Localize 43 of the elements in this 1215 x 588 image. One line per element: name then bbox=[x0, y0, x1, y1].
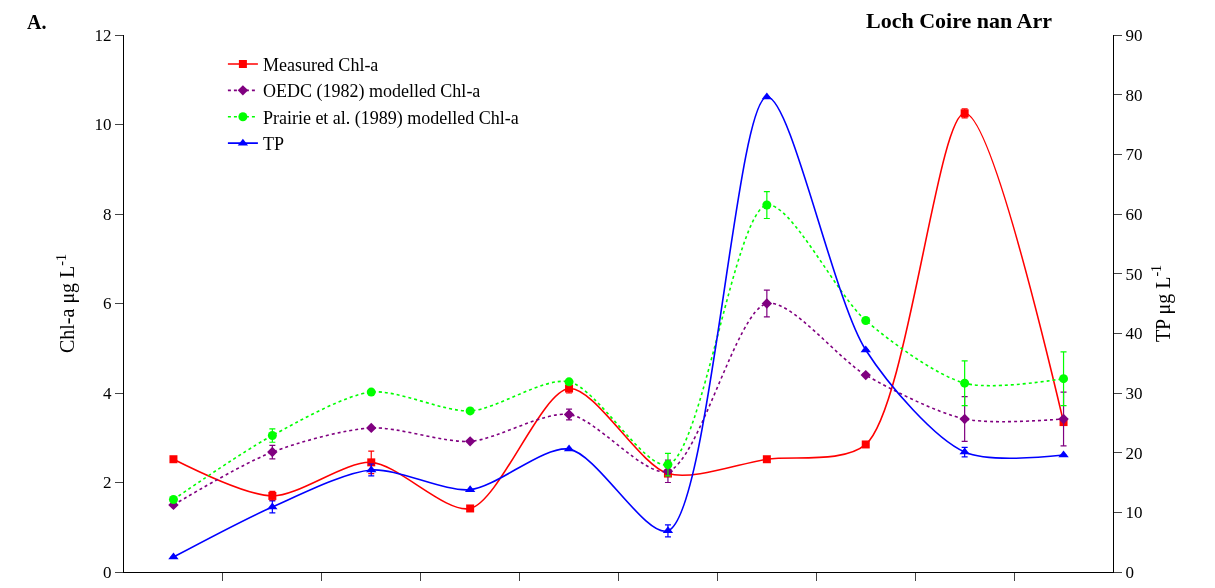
point bbox=[169, 455, 178, 464]
point bbox=[1058, 413, 1069, 425]
point bbox=[761, 298, 773, 309]
y2-tick-label: 60 bbox=[1125, 204, 1143, 224]
point bbox=[861, 316, 871, 326]
legend-label: OEDC (1982) modelled Chl-a bbox=[262, 81, 481, 103]
y-tick-label: 0 bbox=[103, 562, 112, 582]
y2-tick-label: 40 bbox=[1125, 324, 1143, 344]
point bbox=[464, 436, 476, 447]
point bbox=[267, 502, 278, 510]
point bbox=[860, 369, 871, 381]
point bbox=[366, 387, 376, 397]
point bbox=[663, 460, 673, 470]
y2-tick-label: 30 bbox=[1125, 383, 1143, 403]
legend-label: Measured Chl-a bbox=[262, 54, 379, 75]
point bbox=[960, 378, 970, 388]
y2-tick-label: 0 bbox=[1125, 562, 1134, 582]
point bbox=[564, 377, 574, 387]
point bbox=[168, 495, 178, 505]
y2-tick-label: 80 bbox=[1125, 85, 1143, 105]
y-tick-label: 2 bbox=[103, 473, 112, 493]
y2-tick-label: 90 bbox=[1125, 25, 1143, 45]
point bbox=[366, 422, 377, 434]
point bbox=[959, 413, 970, 425]
text: A. bbox=[27, 11, 47, 33]
point bbox=[860, 345, 871, 353]
legend-label: TP bbox=[262, 134, 284, 155]
y-tick-label: 12 bbox=[94, 25, 112, 45]
y-tick-label: 4 bbox=[103, 383, 113, 403]
y2-tick-label: 20 bbox=[1125, 443, 1143, 463]
point bbox=[465, 406, 475, 416]
y2-tick-label: 50 bbox=[1125, 264, 1143, 284]
y-tick-label: 10 bbox=[94, 115, 112, 135]
point bbox=[762, 200, 772, 210]
point bbox=[1059, 374, 1069, 384]
y2-tick-label: 70 bbox=[1125, 145, 1143, 165]
point bbox=[366, 465, 377, 473]
y2-tick-label: 10 bbox=[1125, 503, 1143, 523]
y-tick-label: 6 bbox=[103, 294, 112, 314]
y-tick-label: 8 bbox=[103, 204, 112, 224]
chart-title: Loch Coire nan Arr bbox=[866, 8, 1053, 33]
point bbox=[762, 455, 771, 464]
legend-label: Prairie et al. (1989) modelled Chl-a bbox=[262, 107, 519, 129]
